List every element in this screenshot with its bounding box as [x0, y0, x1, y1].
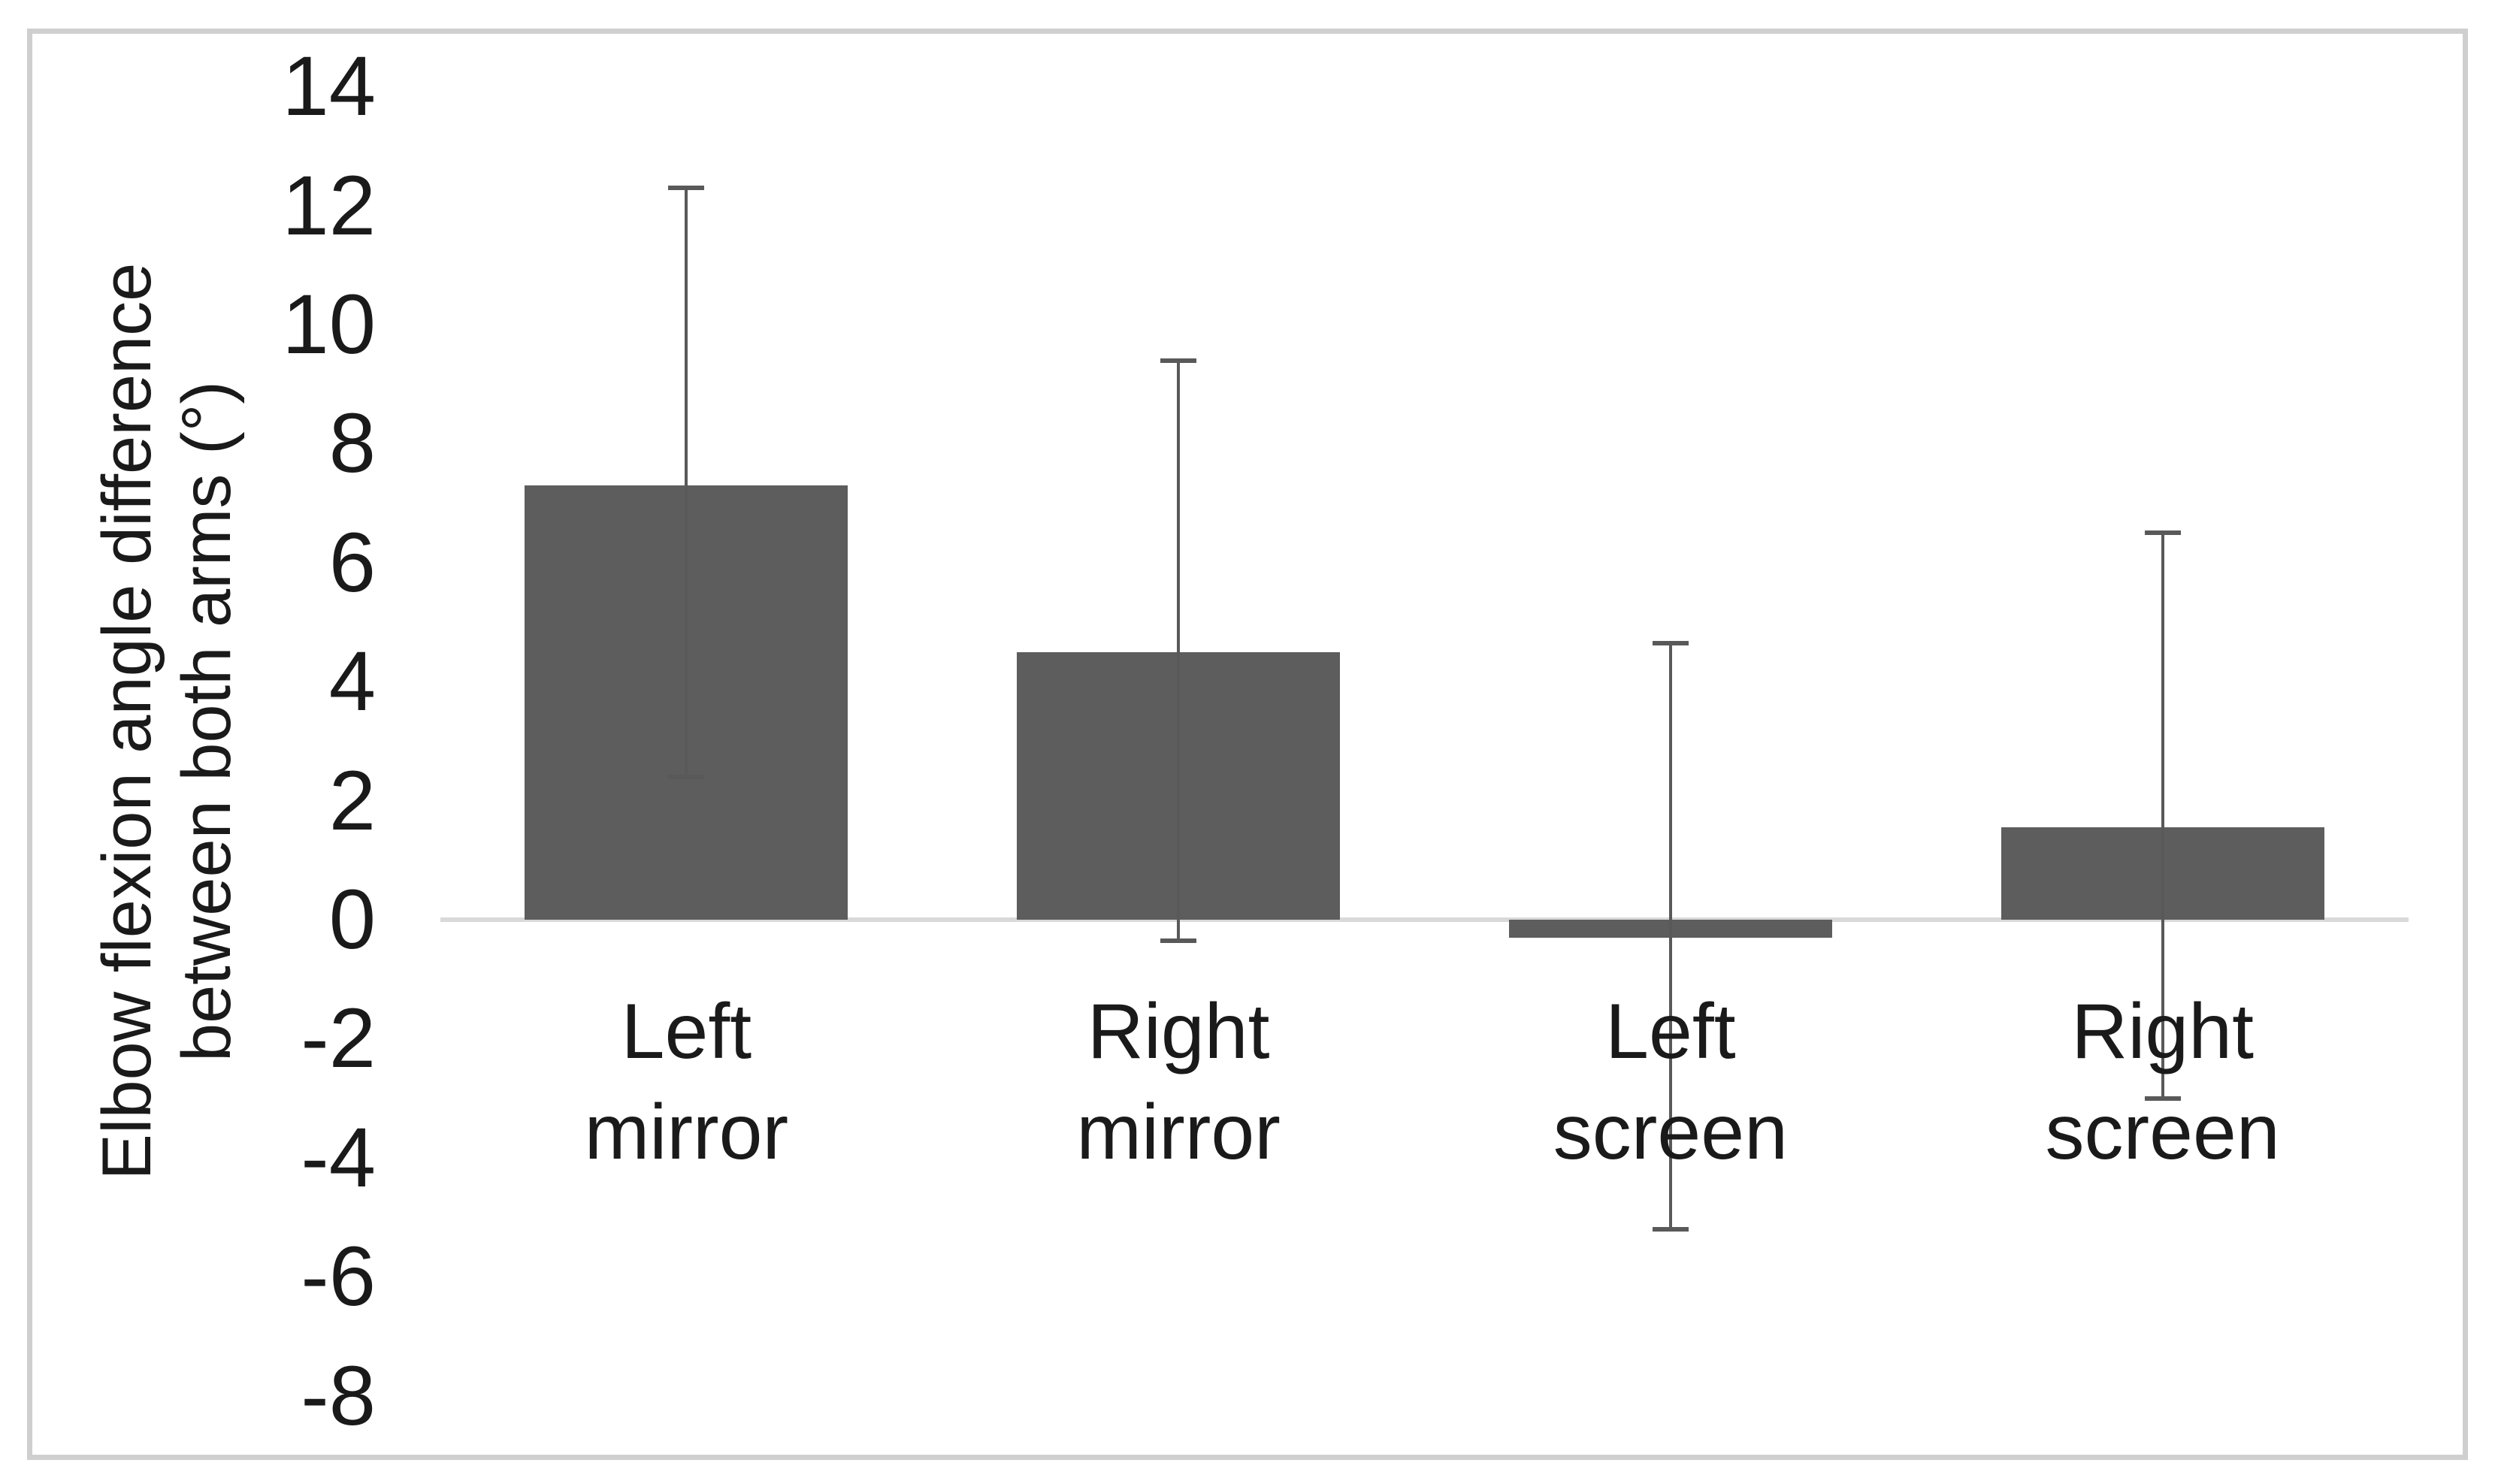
x-category-label-left-screen-line-1: Left [1605, 988, 1736, 1075]
x-category-label-left-mirror: Left mirror [440, 981, 933, 1183]
error-bar-right-screen-upper-cap [2144, 530, 2181, 536]
x-category-label-right-screen-line-1: Right [2071, 988, 2255, 1075]
error-bar-left-screen-upper-cap [1652, 640, 1689, 645]
y-tick-label-4: 4 [328, 634, 376, 729]
y-tick-label-12: 12 [282, 158, 376, 252]
error-bar-right-mirror-stem [1177, 360, 1181, 941]
y-tick-label-14: 14 [282, 39, 376, 134]
error-bar-right-screen-stem [2161, 533, 2164, 1099]
y-tick-label--4: -4 [301, 1110, 376, 1204]
error-bar-left-screen-lower-cap [1652, 1226, 1689, 1232]
y-tick-label-8: 8 [328, 396, 376, 491]
error-bar-right-mirror-lower-cap [1160, 938, 1197, 943]
y-tick-label-10: 10 [282, 277, 376, 371]
x-category-label-right-mirror-line-1: Right [1087, 988, 1270, 1075]
x-category-label-left-mirror-line-1: Left [621, 988, 752, 1075]
x-category-label-right-screen: Right screen [1916, 981, 2409, 1183]
x-category-label-left-screen-line-2: screen [1553, 1089, 1788, 1176]
x-category-label-left-screen: Left screen [1425, 981, 1917, 1183]
y-tick-label-0: 0 [328, 872, 376, 966]
error-bar-left-mirror-stem [685, 187, 688, 777]
x-category-label-left-mirror-line-2: mirror [584, 1089, 789, 1176]
y-tick-label--8: -8 [301, 1348, 376, 1443]
error-bar-right-screen-lower-cap [2144, 1096, 2181, 1101]
x-category-label-right-screen-line-2: screen [2045, 1089, 2280, 1176]
error-bar-left-mirror-lower-cap [668, 774, 705, 779]
y-tick-label--6: -6 [301, 1229, 376, 1324]
y-tick-label--2: -2 [301, 991, 376, 1086]
x-axis-line [440, 917, 2409, 922]
x-category-label-right-mirror-line-2: mirror [1076, 1089, 1281, 1176]
y-tick-label-6: 6 [328, 515, 376, 609]
error-bar-right-mirror-upper-cap [1160, 358, 1197, 363]
y-tick-label-2: 2 [328, 753, 376, 848]
x-category-label-right-mirror: Right mirror [933, 981, 1425, 1183]
error-bar-left-mirror-upper-cap [668, 185, 705, 190]
error-bar-left-screen-stem [1668, 642, 1672, 1229]
